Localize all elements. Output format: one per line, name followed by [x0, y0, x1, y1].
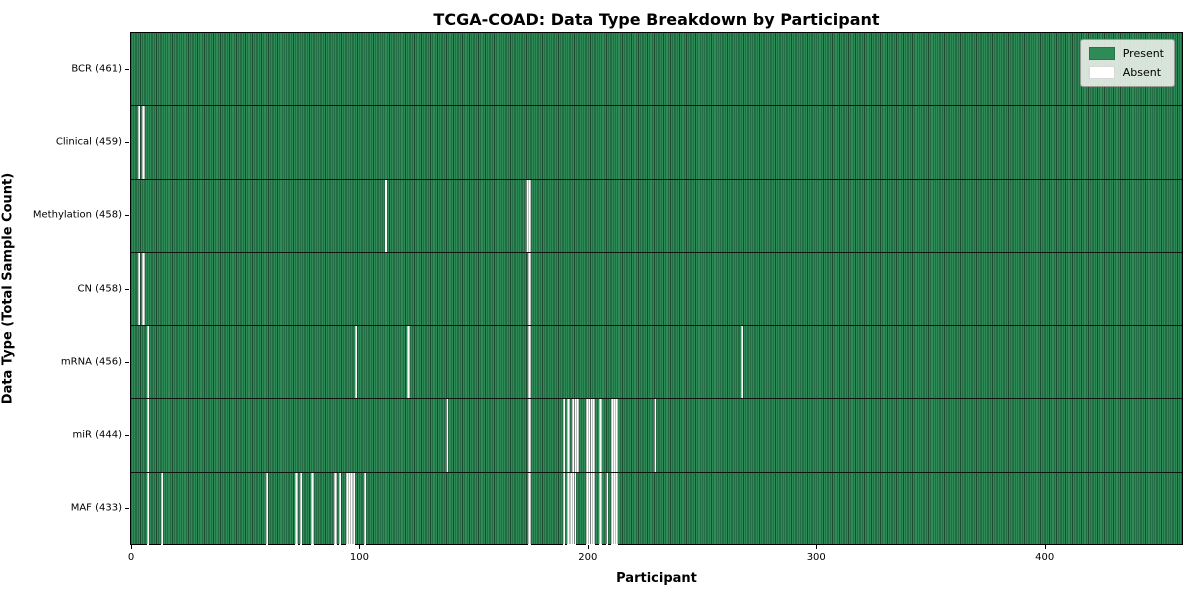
absent-cell — [528, 472, 531, 546]
x-tick-label: 200 — [578, 552, 598, 563]
absent-cell — [615, 472, 618, 546]
x-tick-label: 400 — [1035, 552, 1055, 563]
heatmap-row-Methylation — [131, 179, 1182, 253]
x-tick-label: 300 — [806, 552, 826, 563]
absent-cell — [142, 106, 145, 179]
legend-item-absent: Absent — [1088, 66, 1164, 79]
x-tick-mark — [131, 545, 132, 549]
heatmap-row-miR — [131, 399, 1182, 473]
absent-cell — [160, 472, 163, 546]
y-tick-label-CN: CN (458) — [77, 283, 122, 294]
y-tick-mark — [125, 215, 129, 217]
x-axis-label: Participant — [616, 571, 697, 586]
y-tick-label-Clinical: Clinical (459) — [55, 136, 122, 148]
absent-cell — [599, 472, 602, 546]
absent-cell — [562, 472, 565, 546]
x-tick-mark — [359, 545, 361, 549]
y-tick-mark — [125, 68, 129, 70]
absent-cell — [407, 326, 410, 399]
absent-cell — [654, 399, 657, 472]
legend-label-absent: Absent — [1122, 66, 1162, 79]
heatmap-row-Clinical — [131, 106, 1182, 180]
x-tick-mark — [1044, 545, 1046, 549]
absent-cell — [606, 472, 609, 546]
absent-cell — [352, 472, 355, 546]
absent-cell — [576, 399, 579, 472]
absent-cell — [592, 472, 595, 546]
absent-cell — [137, 252, 141, 326]
x-tick-mark — [587, 545, 589, 549]
y-tick-label-BCR: BCR (461) — [71, 63, 122, 75]
absent-cell — [338, 472, 342, 546]
absent-cell — [574, 472, 577, 546]
heatmap-row-CN — [131, 252, 1182, 327]
x-tick-label: 100 — [349, 552, 369, 563]
absent-swatch — [1088, 66, 1115, 79]
absent-cell — [528, 252, 531, 326]
legend-item-present: Present — [1088, 47, 1164, 60]
absent-cell — [592, 399, 595, 472]
y-tick-mark — [125, 361, 129, 363]
absent-cell — [300, 472, 303, 546]
y-tick-label-miR: miR (444) — [72, 429, 122, 441]
heatmap-row-mRNA — [131, 326, 1182, 400]
y-tick-mark — [125, 288, 129, 290]
absent-cell — [363, 472, 367, 546]
absent-cell — [528, 399, 531, 472]
y-tick-label-mRNA: mRNA (456) — [60, 356, 122, 368]
heatmap-row-MAF — [131, 472, 1182, 546]
y-tick-label-MAF: MAF (433) — [70, 502, 122, 514]
absent-cell — [334, 472, 337, 546]
heatmap-row-BCR — [131, 33, 1182, 107]
absent-cell — [146, 399, 150, 472]
chart-title: TCGA-COAD: Data Type Breakdown by Partic… — [433, 10, 880, 29]
absent-cell — [740, 326, 744, 399]
absent-cell — [142, 252, 145, 326]
absent-cell — [528, 179, 531, 252]
absent-cell — [567, 399, 570, 472]
y-tick-mark — [125, 435, 129, 437]
absent-cell — [615, 399, 618, 472]
absent-cell — [528, 326, 531, 399]
y-tick-mark — [125, 508, 129, 510]
absent-cell — [384, 179, 387, 252]
y-axis-label: Data Type (Total Sample Count) — [0, 172, 16, 405]
absent-cell — [295, 472, 298, 546]
absent-cell — [599, 399, 602, 472]
y-tick-mark — [125, 141, 129, 143]
absent-cell — [265, 472, 269, 546]
absent-cell — [311, 472, 314, 546]
legend-label-present: Present — [1122, 47, 1164, 60]
absent-cell — [146, 472, 150, 546]
absent-cell — [137, 106, 141, 179]
x-tick-mark — [816, 545, 818, 549]
absent-cell — [562, 399, 565, 472]
present-swatch — [1088, 47, 1115, 60]
absent-cell — [354, 326, 358, 399]
absent-cell — [446, 399, 449, 472]
y-tick-label-Methylation: Methylation (458) — [32, 209, 122, 221]
plot-area: Present Absent — [130, 32, 1183, 546]
legend: Present Absent — [1079, 39, 1175, 87]
absent-cell — [146, 326, 150, 399]
x-tick-label: 0 — [127, 552, 135, 563]
